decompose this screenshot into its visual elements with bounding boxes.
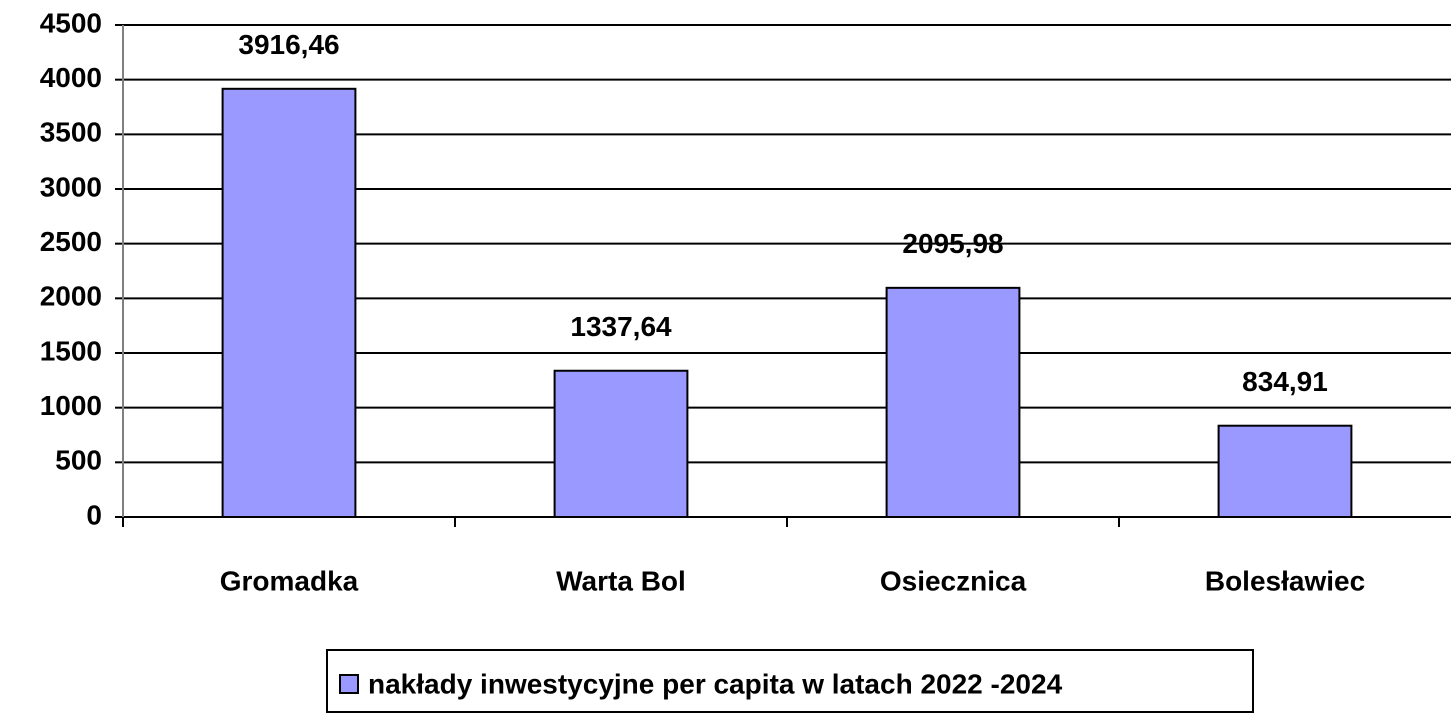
bar — [1217, 424, 1353, 518]
y-tick-label: 0 — [86, 499, 102, 530]
data-label: 3916,46 — [238, 29, 339, 60]
x-tick-label: Osiecznica — [880, 565, 1027, 596]
x-tick-label: Warta Bol — [556, 565, 686, 596]
data-label: 1337,64 — [570, 311, 672, 342]
bar — [221, 87, 357, 518]
y-tick-label: 1000 — [40, 390, 102, 421]
y-tick-label: 2500 — [40, 226, 102, 257]
y-tick-label: 2000 — [40, 281, 102, 312]
data-label: 834,91 — [1242, 366, 1328, 397]
x-tick-label: Bolesławiec — [1205, 565, 1365, 596]
y-tick-label: 500 — [55, 445, 102, 476]
y-tick-label: 3000 — [40, 171, 102, 202]
y-tick-label: 1500 — [40, 335, 102, 366]
y-tick-label: 3500 — [40, 117, 102, 148]
y-tick-label: 4000 — [40, 62, 102, 93]
y-tick-label: 4500 — [40, 7, 102, 38]
bar — [553, 369, 689, 519]
legend — [326, 649, 1254, 713]
x-tick-label: Gromadka — [220, 565, 359, 596]
legend-swatch — [339, 674, 359, 694]
data-label: 2095,98 — [902, 228, 1003, 259]
legend-label: nakłady inwestycyjne per capita w latach… — [368, 668, 1063, 699]
bar — [885, 286, 1021, 518]
